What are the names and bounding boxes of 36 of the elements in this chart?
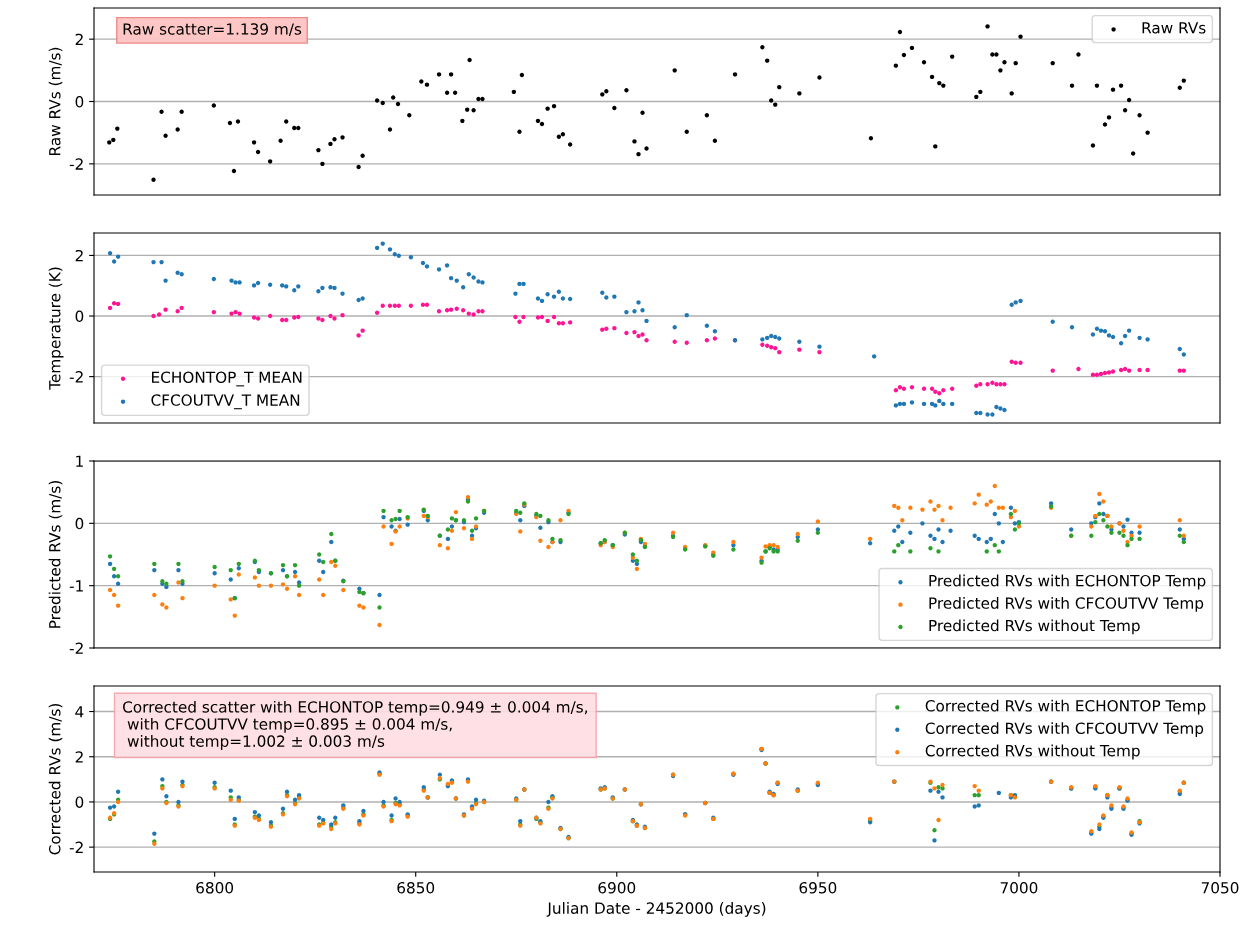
y-tick-label: 0 [75,796,84,808]
y-axis-title: Temperature (K) [48,267,64,390]
y-tick-label: 2 [75,249,83,262]
y-tick-label: -2 [69,841,83,853]
x-tick-label: 7000 [1000,881,1038,894]
x-tick-label: 6900 [598,881,636,894]
y-tick-label: 2 [75,33,83,45]
annotation: Raw scatter=1.139 m/s [123,23,302,36]
y-tick-label: 0 [75,517,84,530]
y-tick-label: 0 [75,310,84,323]
x-tick-label: 6850 [397,881,435,894]
y-axis-title: Predicted RVs (m/s) [48,481,63,628]
x-tick-label: 7050 [1201,881,1239,894]
legend-label: ECHONTOP_T MEAN [152,371,302,387]
y-axis-title: Corrected RVs (m/s) [48,703,63,855]
legend-label: Predicted RVs with CFCOUTVV Temp [929,597,1204,612]
y-tick-label: 0 [75,95,84,108]
legend-label: Predicted RVs with ECHONTOP Temp [929,574,1206,590]
legend-label: Corrected RVs with ECHONTOP Temp [925,699,1206,715]
legend-label: Corrected RVs with CFCOUTVV Temp [925,722,1204,737]
legend-label: Corrected RVs without Temp [925,744,1140,760]
x-tick-label: 6950 [799,881,837,894]
x-axis-title: Julian Date - 2452000 (days) [546,902,766,917]
legend-label: CFCOUTVV_T MEAN [151,394,300,410]
legend-label: Predicted RVs without Temp [929,619,1140,635]
annotation: Corrected scatter with ECHONTOP temp=0.949 ± 0.004 m/s, with CFCOUTVV temp=0.895 ± 0.004 m/s, without temp=1.002 ± 0.003 m/s [123,700,588,750]
y-tick-label: -1 [69,580,83,592]
y-axis-title: Raw RVs (m/s) [48,47,63,155]
y-tick-label: 1 [76,455,83,467]
x-tick-label: 6800 [196,881,234,894]
y-tick-label: -2 [69,371,83,383]
y-tick-label: -2 [69,158,83,170]
y-tick-label: -2 [69,642,83,654]
y-tick-label: 4 [75,706,84,718]
y-tick-label: 2 [75,751,83,763]
legend-label: Raw RVs [1142,22,1206,34]
